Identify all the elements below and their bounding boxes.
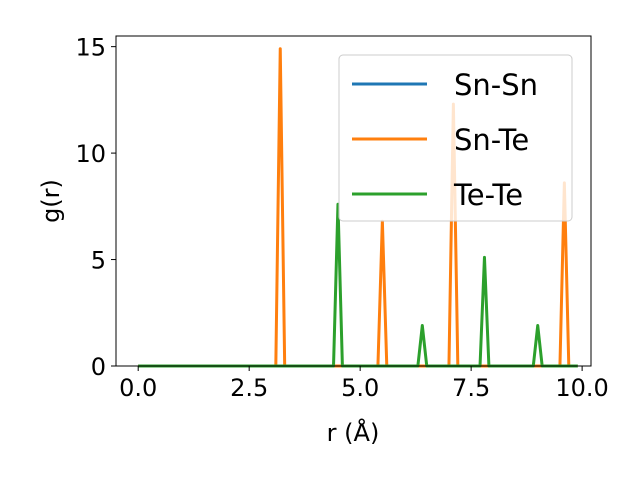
axes-layer: 0.0 2.5 5.0 7.5 10.0 0 5 10 15 (75, 34, 608, 402)
legend-box (338, 54, 573, 222)
x-tick-label: 5.0 (341, 374, 379, 402)
legend-label-sn-te: Sn-Te (454, 123, 529, 157)
y-tick-label: 5 (91, 247, 106, 275)
x-axis-label: r (Å) (327, 418, 380, 447)
legend-label-te-te: Te-Te (453, 178, 523, 212)
plot-frame (115, 35, 592, 367)
legend-label-sn-sn: Sn-Sn (454, 68, 538, 102)
y-tick-label: 15 (75, 34, 106, 62)
legend: Sn-Sn Sn-Te Te-Te (338, 54, 573, 222)
x-tick-label: 7.5 (452, 374, 490, 402)
x-tick-label: 2.5 (230, 374, 268, 402)
y-tick-label: 10 (75, 140, 106, 168)
x-tick-label: 10.0 (555, 374, 608, 402)
x-tick-label: 0.0 (119, 374, 157, 402)
y-axis-label: g(r) (37, 179, 65, 223)
y-tick-label: 0 (91, 353, 106, 381)
